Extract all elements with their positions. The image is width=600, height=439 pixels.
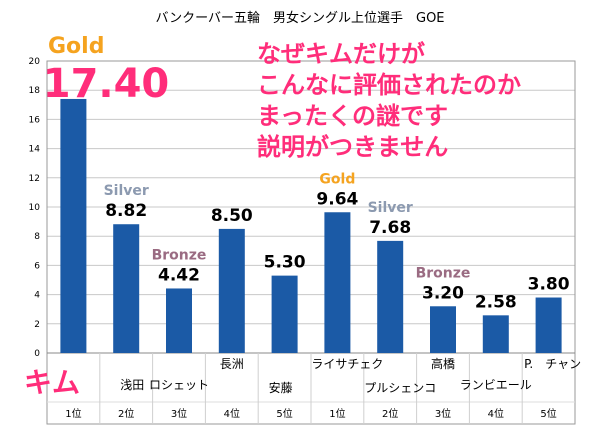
bar-5	[271, 275, 298, 353]
bar-9	[482, 315, 509, 353]
rank-label-5: 5位	[276, 407, 292, 420]
bar-3	[166, 288, 192, 353]
value-label-6: 9.64	[316, 189, 358, 209]
annotation-line-3: まったくの謎です	[257, 102, 448, 130]
category-name-10: P. チャン	[524, 357, 581, 371]
category-name-6: ライサチェク	[311, 357, 383, 371]
value-label-5: 5.30	[264, 253, 306, 273]
bar-7	[377, 240, 404, 353]
category-name-7: プルシェンコ	[364, 381, 436, 395]
medal-label-3: Bronze	[152, 247, 207, 263]
bar-1	[60, 98, 87, 354]
rank-label-1: 1位	[65, 407, 81, 420]
y-tick-label-10: 10	[29, 203, 41, 213]
category-name-2: 浅田	[120, 378, 144, 392]
y-tick-label-2: 2	[34, 320, 40, 330]
medal-label-2: Silver	[104, 183, 149, 199]
annotation-line-1: なぜキムだけが	[257, 40, 425, 68]
rank-label-8: 3位	[435, 407, 451, 420]
category-name-1: キム	[24, 366, 80, 399]
medal-label-8: Bronze	[416, 265, 471, 281]
y-tick-label-12: 12	[29, 174, 40, 184]
annotation-line-4: 説明がつきません	[257, 133, 448, 161]
y-tick-label-4: 4	[34, 291, 40, 301]
y-tick-label-0: 0	[34, 349, 40, 359]
bar-4	[218, 228, 245, 353]
bar-6	[324, 212, 351, 353]
value-label-7: 7.68	[369, 218, 411, 238]
medal-label-7: Silver	[368, 200, 413, 216]
medal-label-1: Gold	[48, 34, 104, 59]
value-label-10: 3.80	[528, 275, 570, 295]
y-tick-label-14: 14	[29, 145, 41, 155]
rank-label-7: 2位	[382, 407, 398, 420]
y-tick-label-16: 16	[29, 115, 41, 125]
value-label-8: 3.20	[422, 283, 464, 303]
rank-label-9: 4位	[488, 407, 504, 420]
rank-label-4: 4位	[224, 407, 240, 420]
medal-label-6: Gold	[319, 171, 355, 187]
rank-label-10: 5位	[540, 407, 556, 420]
value-label-4: 8.50	[211, 206, 253, 226]
category-name-3: ロシェット	[149, 378, 209, 392]
category-name-8: 高橋	[431, 356, 455, 371]
bar-10	[535, 297, 562, 353]
value-label-3: 4.42	[158, 265, 200, 285]
rank-label-3: 3位	[171, 407, 187, 420]
bar-8	[430, 306, 456, 353]
annotation-line-2: こんなに評価されたのか	[257, 71, 521, 99]
rank-label-6: 1位	[329, 407, 345, 420]
rank-label-2: 2位	[118, 407, 134, 420]
value-label-9: 2.58	[475, 292, 517, 312]
y-tick-label-8: 8	[34, 232, 40, 242]
y-tick-label-18: 18	[29, 86, 41, 96]
y-tick-label-20: 20	[29, 57, 41, 67]
chart-title: バンクーバー五輪 男女シングル上位選手 GOE	[155, 10, 444, 26]
category-name-4: 長洲	[220, 357, 244, 371]
bar-2	[113, 224, 140, 353]
value-label-1: 17.40	[43, 61, 170, 107]
value-label-2: 8.82	[105, 201, 147, 221]
y-tick-label-6: 6	[34, 261, 40, 271]
category-name-5: 安藤	[269, 380, 293, 395]
category-name-9: ランビエール	[460, 378, 532, 392]
